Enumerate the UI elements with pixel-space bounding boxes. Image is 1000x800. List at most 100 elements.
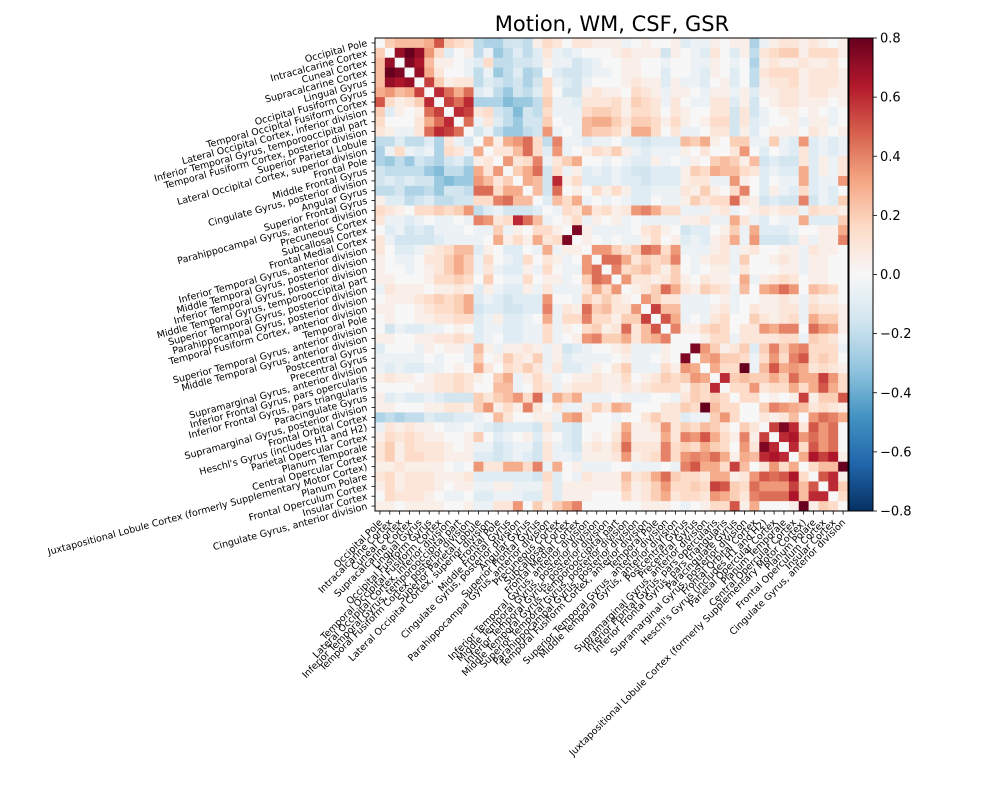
heatmap-cell: [611, 225, 622, 236]
heatmap-cell: [611, 97, 622, 108]
heatmap-cell: [788, 451, 800, 463]
heatmap-cell: [838, 284, 849, 295]
heatmap-cell: [779, 57, 790, 68]
heatmap-cell: [434, 225, 445, 236]
heatmap-cell: [473, 461, 484, 472]
heatmap-cell: [453, 432, 465, 443]
heatmap-cell: [463, 373, 474, 384]
heatmap-cell: [838, 175, 849, 187]
heatmap-cell: [621, 264, 632, 275]
heatmap-cell: [739, 373, 750, 384]
heatmap-cell: [779, 215, 790, 226]
heatmap-cell: [611, 373, 622, 384]
heatmap-cell: [828, 501, 839, 512]
heatmap-cell: [493, 254, 504, 266]
heatmap-cell: [749, 373, 760, 384]
heatmap-cell: [591, 47, 603, 59]
heatmap-cell: [375, 126, 386, 137]
heatmap-cell: [828, 67, 839, 78]
heatmap-cell: [463, 67, 474, 78]
heatmap-cell: [434, 412, 445, 423]
heatmap-cell: [729, 126, 740, 137]
heatmap-cell: [611, 304, 622, 315]
heatmap-cell: [818, 382, 829, 394]
heatmap-cell: [631, 373, 642, 384]
heatmap-cell: [512, 77, 524, 88]
heatmap-cell: [838, 412, 849, 423]
heatmap-cell: [749, 422, 760, 433]
heatmap-cell: [779, 304, 790, 315]
heatmap-cell: [650, 402, 662, 413]
heatmap-cell: [719, 373, 731, 384]
heatmap-cell: [463, 461, 474, 472]
heatmap-cell: [443, 323, 455, 335]
heatmap-cell: [621, 284, 632, 295]
heatmap-cell: [493, 501, 504, 512]
heatmap-cell: [611, 412, 622, 423]
heatmap-cell: [483, 106, 494, 118]
heatmap-cell: [660, 116, 672, 128]
heatmap-cell: [384, 156, 396, 167]
heatmap-cell: [818, 451, 829, 463]
heatmap-cell: [562, 461, 573, 472]
heatmap-cell: [788, 185, 800, 197]
heatmap-cell: [611, 205, 622, 216]
heatmap-cell: [650, 97, 662, 108]
heatmap-cell: [512, 57, 524, 68]
heatmap-cell: [729, 284, 740, 295]
heatmap-cell: [503, 313, 514, 325]
heatmap-cell: [424, 451, 435, 463]
heatmap-cell: [759, 195, 770, 206]
heatmap-cell: [670, 412, 681, 423]
heatmap-cell: [759, 422, 770, 433]
heatmap-cell: [788, 205, 800, 216]
heatmap-cell: [522, 451, 534, 463]
heatmap-cell: [404, 136, 415, 147]
heatmap-cell: [404, 146, 415, 157]
heatmap-cell: [838, 363, 849, 374]
heatmap-cell: [591, 412, 603, 423]
heatmap-cell: [572, 294, 583, 305]
heatmap-cell: [562, 313, 573, 325]
heatmap-cell: [680, 442, 691, 453]
heatmap-cell: [581, 235, 593, 246]
heatmap-cell: [818, 481, 829, 492]
heatmap-cell: [749, 471, 760, 482]
heatmap-cell: [660, 215, 672, 226]
heatmap-cell: [384, 264, 396, 275]
heatmap-cell: [739, 215, 750, 226]
heatmap-cell: [424, 471, 435, 482]
heatmap-cell: [680, 304, 691, 315]
heatmap-cell: [601, 146, 612, 157]
heatmap-cell: [621, 363, 632, 374]
heatmap-cell: [572, 126, 583, 137]
heatmap-cell: [670, 451, 681, 463]
heatmap-cell: [483, 156, 494, 167]
heatmap-cell: [779, 284, 790, 295]
heatmap-cell: [473, 87, 484, 98]
heatmap-cell: [493, 343, 504, 354]
heatmap-cell: [828, 244, 839, 256]
heatmap-cell: [542, 442, 553, 453]
heatmap-cell: [611, 57, 622, 68]
heatmap-cell: [375, 254, 386, 266]
heatmap-cell: [710, 353, 721, 364]
heatmap-cell: [788, 67, 800, 78]
heatmap-cell: [522, 254, 534, 266]
heatmap-cell: [453, 185, 465, 197]
heatmap-cell: [808, 501, 819, 512]
heatmap-cell: [394, 313, 405, 325]
heatmap-cell: [818, 195, 829, 206]
heatmap-cell: [818, 353, 829, 364]
heatmap-cell: [769, 38, 780, 49]
heatmap-cell: [394, 166, 405, 177]
heatmap-cell: [631, 116, 642, 128]
heatmap-cell: [483, 373, 494, 384]
heatmap-cell: [641, 353, 652, 364]
heatmap-cell: [434, 116, 445, 128]
heatmap-cell: [512, 87, 524, 98]
heatmap-cell: [631, 284, 642, 295]
heatmap-cell: [404, 432, 415, 443]
heatmap-cell: [749, 402, 760, 413]
heatmap-cell: [532, 422, 543, 433]
